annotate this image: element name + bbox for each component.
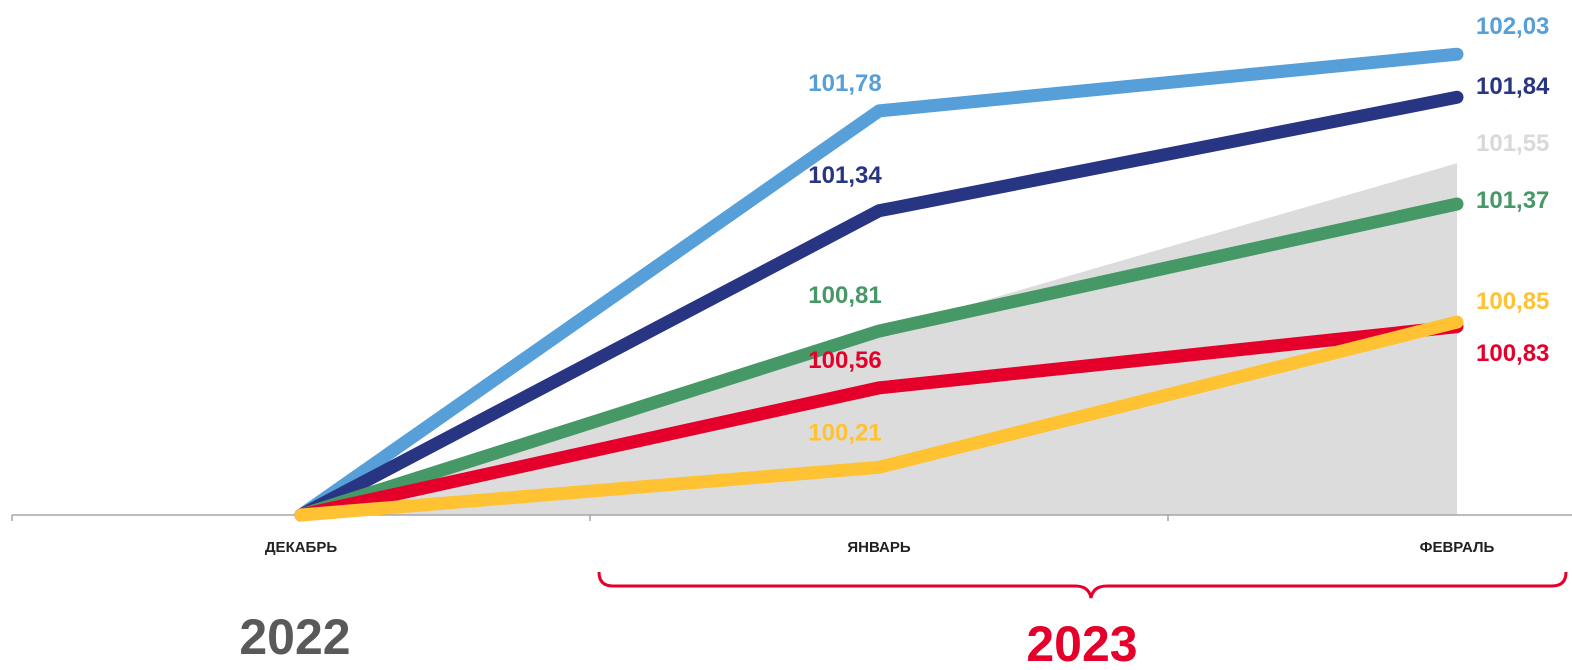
data-label: 101,84: [1476, 73, 1550, 100]
data-label: 100,85: [1476, 288, 1549, 315]
series-line-2: [294, 90, 1464, 522]
data-label: 102,03: [1476, 13, 1549, 40]
series-line-1: [294, 47, 1464, 522]
data-label: 100,81: [808, 282, 881, 309]
x-tick-label: ЯНВАРЬ: [847, 539, 911, 556]
data-label: 101,55: [1476, 130, 1549, 157]
data-label: 100,56: [808, 347, 881, 374]
series-line-5: [294, 315, 1464, 522]
year-2023-label: 2023: [1026, 616, 1137, 670]
data-label: 101,78: [808, 70, 881, 97]
x-tick-label: ДЕКАБРЬ: [265, 539, 337, 556]
year-2022-label: 2022: [239, 609, 350, 665]
data-label: 100,83: [1476, 340, 1549, 367]
series-line-3: [294, 197, 1464, 522]
data-label: 100,21: [808, 419, 881, 446]
series-line-4: [294, 320, 1464, 522]
x-tick-label: ФЕВРАЛЬ: [1420, 539, 1495, 556]
year-2023-brace: [597, 571, 1568, 599]
data-label: 101,37: [1476, 187, 1549, 214]
data-label: 101,34: [808, 162, 882, 189]
